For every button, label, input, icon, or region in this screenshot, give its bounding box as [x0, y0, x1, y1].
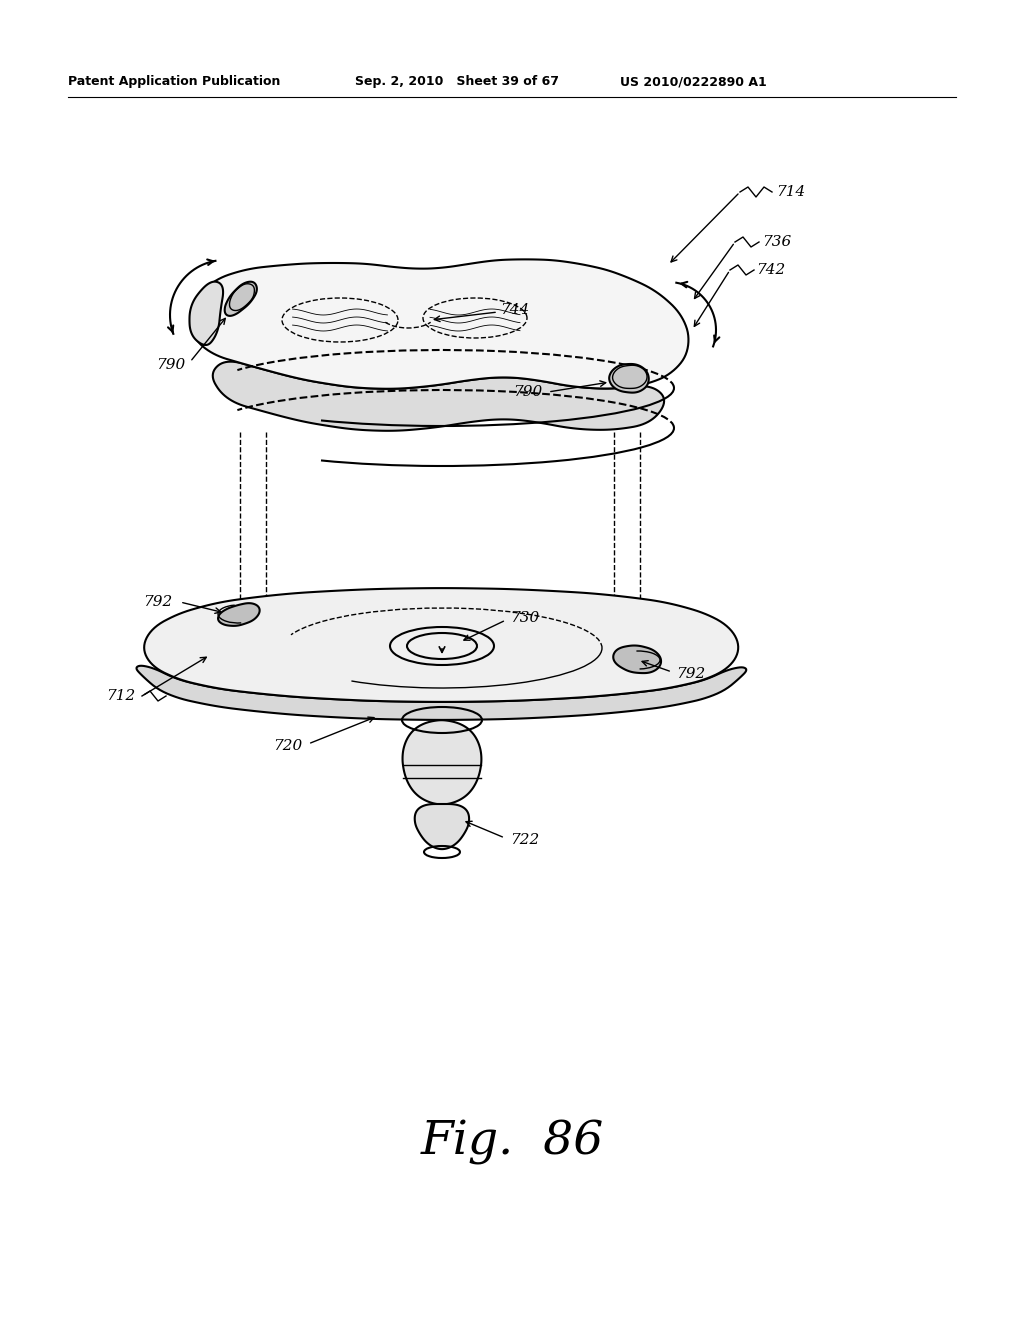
Text: 792: 792 [142, 595, 172, 609]
Text: 730: 730 [510, 611, 540, 624]
Text: 790: 790 [513, 385, 542, 399]
Polygon shape [144, 589, 738, 702]
Text: Fig.  86: Fig. 86 [420, 1119, 604, 1164]
Text: 720: 720 [272, 739, 302, 752]
Text: 744: 744 [500, 304, 529, 317]
Polygon shape [613, 645, 662, 673]
Text: 742: 742 [756, 263, 785, 277]
Polygon shape [189, 281, 223, 345]
Text: Sep. 2, 2010   Sheet 39 of 67: Sep. 2, 2010 Sheet 39 of 67 [355, 75, 559, 88]
Polygon shape [218, 603, 260, 626]
Text: Patent Application Publication: Patent Application Publication [68, 75, 281, 88]
Polygon shape [213, 362, 665, 430]
Text: 722: 722 [510, 833, 540, 847]
Polygon shape [415, 804, 469, 849]
Text: 714: 714 [776, 185, 805, 199]
Polygon shape [609, 364, 649, 392]
Text: 790: 790 [156, 358, 185, 372]
Polygon shape [136, 665, 746, 719]
Polygon shape [191, 259, 688, 389]
Text: US 2010/0222890 A1: US 2010/0222890 A1 [620, 75, 767, 88]
Polygon shape [402, 721, 481, 804]
Text: 792: 792 [676, 667, 706, 681]
Polygon shape [224, 281, 257, 315]
Text: 736: 736 [762, 235, 792, 249]
Text: 712: 712 [105, 689, 135, 704]
